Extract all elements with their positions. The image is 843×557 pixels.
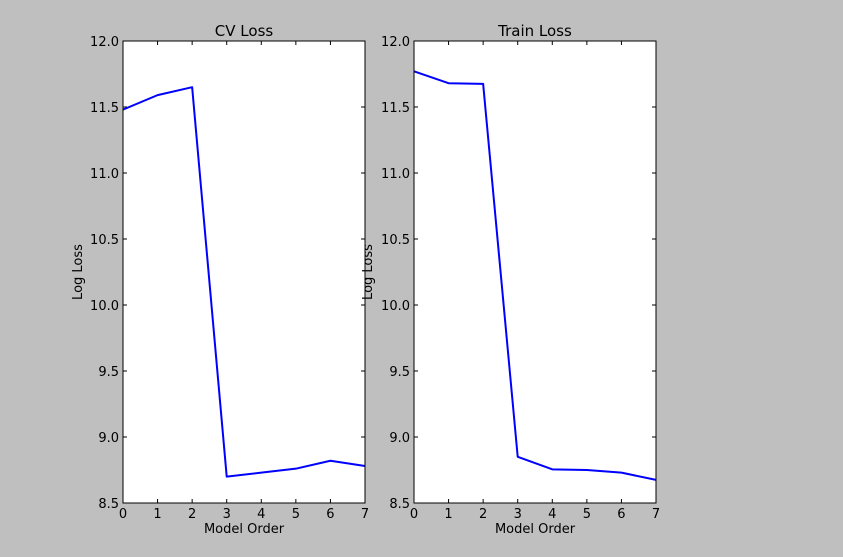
train-loss-ytick-label: 11.0 — [381, 167, 410, 182]
train-loss-ytick-label: 10.5 — [381, 233, 410, 248]
train-loss-series-line — [413, 70, 657, 481]
train-loss-xtick-label: 1 — [444, 507, 452, 522]
train-loss-ytick-label: 9.0 — [389, 431, 410, 446]
cv-loss-series-line — [122, 86, 366, 478]
cv-loss-xtick-label: 1 — [153, 507, 161, 522]
cv-loss-title: CV Loss — [215, 22, 274, 40]
cv-loss-ytick-label: 10.0 — [90, 299, 119, 314]
cv-loss-axes-frame — [122, 40, 366, 504]
train-loss-title: Train Loss — [497, 22, 572, 40]
train-loss-xtick-label: 5 — [583, 507, 591, 522]
cv-loss-xtick-label: 4 — [257, 507, 265, 522]
cv-loss-xtick-label: 2 — [188, 507, 196, 522]
train-loss-ylabel: Log Loss — [361, 244, 376, 300]
cv-loss-xtick-label: 6 — [326, 507, 334, 522]
train-loss-ytick-label: 10.0 — [381, 299, 410, 314]
train-loss-xtick-label: 2 — [479, 507, 487, 522]
cv-loss-xtick-label: 3 — [223, 507, 231, 522]
train-loss-ytick-label: 8.5 — [389, 497, 410, 512]
cv-loss-xtick-label: 5 — [292, 507, 300, 522]
cv-loss-xtick-label: 0 — [119, 507, 127, 522]
cv-loss-ytick-label: 9.0 — [98, 431, 119, 446]
train-loss-xtick-label: 4 — [548, 507, 556, 522]
train-loss-xlabel: Model Order — [495, 522, 576, 537]
cv-loss-ytick-label: 9.5 — [98, 365, 119, 380]
cv-loss-ytick-label: 12.0 — [90, 35, 119, 50]
train-loss-ytick-label: 9.5 — [389, 365, 410, 380]
cv-loss-ytick-label: 8.5 — [98, 497, 119, 512]
cv-loss-ytick-label: 11.5 — [90, 101, 119, 116]
train-loss-ytick-label: 11.5 — [381, 101, 410, 116]
cv-loss-ytick-label: 11.0 — [90, 167, 119, 182]
cv-loss-xlabel: Model Order — [204, 522, 285, 537]
train-loss-xtick-label: 0 — [410, 507, 418, 522]
cv-loss-ytick-label: 10.5 — [90, 233, 119, 248]
cv-loss-ylabel: Log Loss — [71, 244, 86, 300]
train-loss-axes-background — [414, 41, 656, 503]
train-loss-xtick-label: 7 — [652, 507, 660, 522]
train-loss-plot: Train Loss Model Order Log Loss 0 1 2 3 4 5 6 7… — [361, 22, 660, 537]
cv-loss-xtick-label: 7 — [361, 507, 369, 522]
cv-loss-axes-background — [123, 41, 365, 503]
train-loss-xtick-label: 6 — [617, 507, 625, 522]
cv-loss-plot: CV Loss Model Order Log Loss 0 1 2 3 4 5 6 7 8.5… — [71, 22, 369, 537]
train-loss-xtick-label: 3 — [514, 507, 522, 522]
train-loss-ytick-label: 12.0 — [381, 35, 410, 50]
train-loss-axes-frame — [413, 40, 657, 504]
